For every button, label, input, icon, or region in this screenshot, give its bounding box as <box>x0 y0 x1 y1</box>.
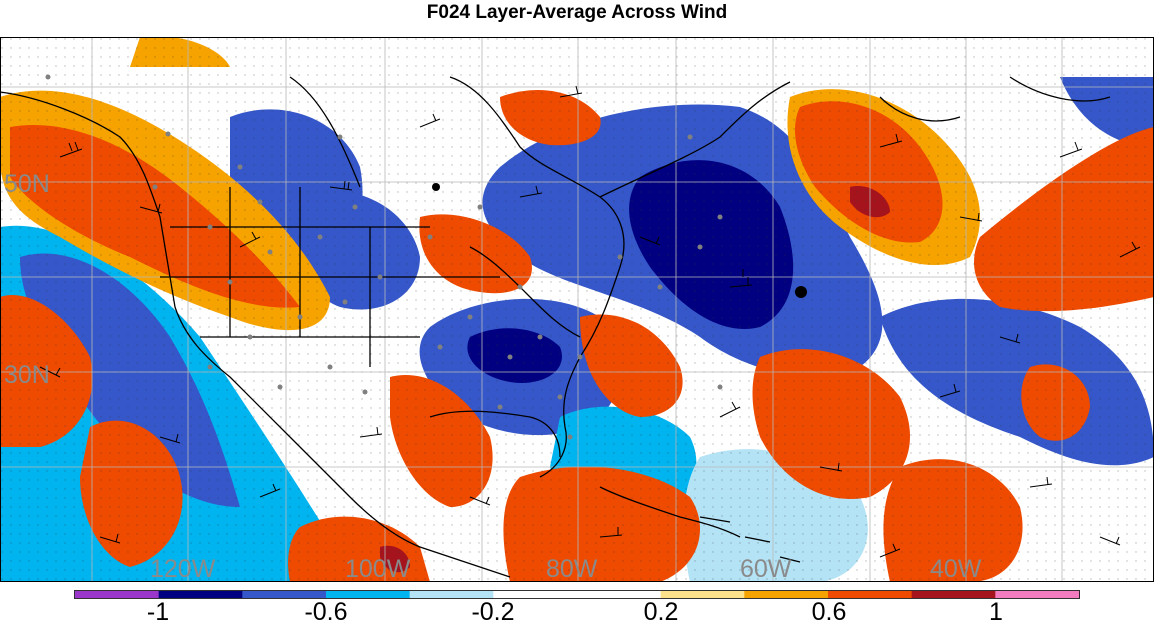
colorbar-swatch <box>577 591 662 598</box>
highlight-marker <box>795 286 807 298</box>
lon-label-80w: 80W <box>546 555 598 582</box>
lon-label-60w: 60W <box>740 555 792 582</box>
coastlines <box>0 76 1111 578</box>
colorbar-tick-label: 0.2 <box>644 598 679 622</box>
colorbar-swatch <box>158 591 243 598</box>
colorbar-tick-label: -0.2 <box>471 598 514 622</box>
colorbar-swatch <box>911 591 996 598</box>
colorbar-swatch <box>409 591 494 598</box>
map-title: F024 Layer-Average Across Wind <box>426 2 728 23</box>
lat-label-50n: 50N <box>4 170 50 198</box>
colorbar-swatch <box>242 591 327 598</box>
station-markers <box>45 74 723 440</box>
colorbar-tick-label: -1 <box>147 598 169 622</box>
colorbar-swatch <box>744 591 829 598</box>
filled-field <box>0 37 1154 582</box>
colorbar-swatches <box>75 591 1080 598</box>
colorbar-swatch <box>326 591 411 598</box>
lon-label-120w: 120W <box>150 555 216 582</box>
colorbar-swatch <box>660 591 745 598</box>
lon-label-100w: 100W <box>345 555 411 582</box>
colorbar-swatch <box>75 591 160 598</box>
colorbar-ticks: -1 -0.6 -0.2 0.2 0.6 1 <box>147 598 1003 622</box>
lon-label-40w: 40W <box>930 555 982 582</box>
colorbar: -1 -0.6 -0.2 0.2 0.6 1 <box>74 590 1080 622</box>
wind-map: 50N 30N 120W 100W 80W 60W 40W <box>0 37 1154 582</box>
colorbar-swatch <box>995 591 1080 598</box>
highlight-marker <box>432 183 440 191</box>
colorbar-swatch <box>828 591 913 598</box>
colorbar-tick-label: 1 <box>989 598 1003 622</box>
colorbar-tick-label: -0.6 <box>304 598 347 622</box>
colorbar-tick-label: 0.6 <box>812 598 847 622</box>
lat-label-30n: 30N <box>4 361 50 389</box>
wind-barbs <box>39 85 1141 558</box>
colorbar-swatch <box>493 591 578 598</box>
